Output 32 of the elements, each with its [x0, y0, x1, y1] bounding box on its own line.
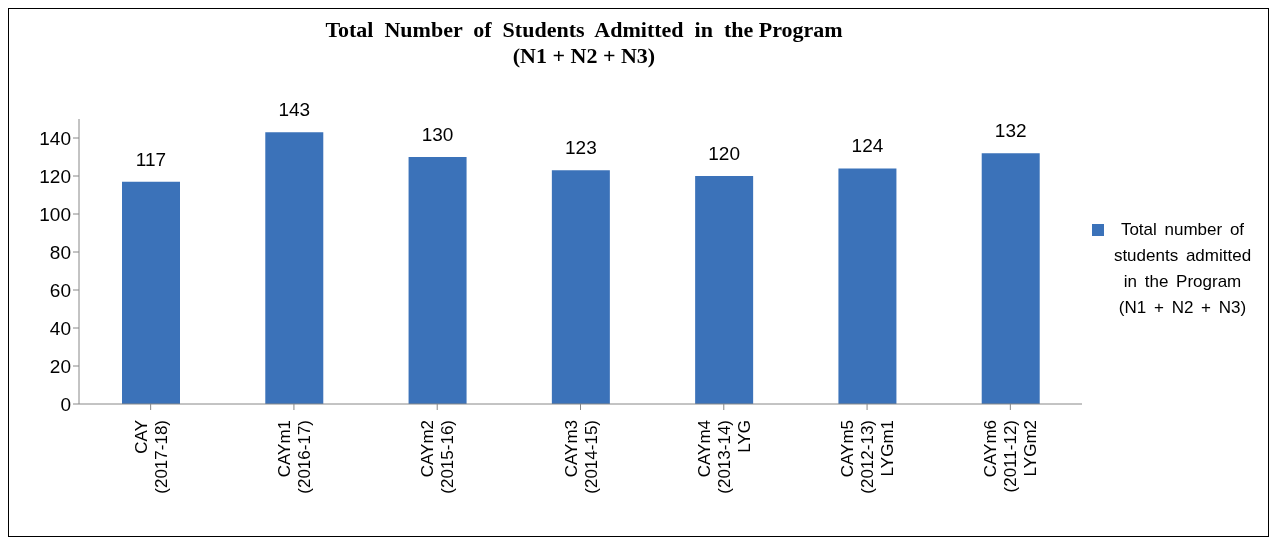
x-tick-label: CAYm4 (2013-14) LYG	[694, 420, 754, 494]
chart-title: Total Number of Students Admitted in the Program	[324, 17, 844, 43]
chart-subtitle: (N1 + N2 + N3)	[511, 43, 657, 69]
bar	[838, 168, 897, 404]
bar	[695, 176, 754, 404]
data-label: 123	[565, 137, 597, 159]
y-tick-label: 40	[49, 317, 71, 339]
x-tick-label: CAYm5 (2012-13) LYGm1	[838, 420, 898, 494]
bar	[122, 181, 180, 404]
bar	[265, 132, 324, 404]
data-label: 143	[278, 99, 311, 121]
y-tick-label: 100	[39, 203, 71, 225]
x-tick-label: CAY (2017-18)	[131, 420, 171, 494]
x-tick-label: CAYm3 (2014-15)	[561, 420, 601, 494]
legend-label: Total number of students admitted in the Program (N1 + N2 + N3)	[1112, 219, 1253, 319]
data-label: 132	[994, 120, 1027, 142]
y-tick-label: 0	[60, 393, 71, 415]
y-tick-label: 80	[49, 241, 71, 263]
y-tick-label: 60	[49, 279, 71, 301]
y-tick-label: 120	[39, 165, 71, 187]
data-label: 124	[851, 135, 884, 157]
y-tick-label: 20	[49, 355, 71, 377]
data-label: 117	[135, 148, 167, 170]
data-label: 130	[421, 124, 454, 145]
x-tick-label: CAYm6 (2011-12) LYGm2	[981, 420, 1041, 493]
data-label: 120	[708, 143, 740, 164]
bar	[981, 153, 1040, 404]
x-tick-label: CAYm2 (2015-16)	[418, 420, 458, 494]
bar	[551, 170, 610, 404]
y-tick-label: 140	[39, 127, 71, 149]
x-tick-label: CAYm1 (2016-17)	[274, 420, 314, 494]
bar	[408, 157, 467, 404]
